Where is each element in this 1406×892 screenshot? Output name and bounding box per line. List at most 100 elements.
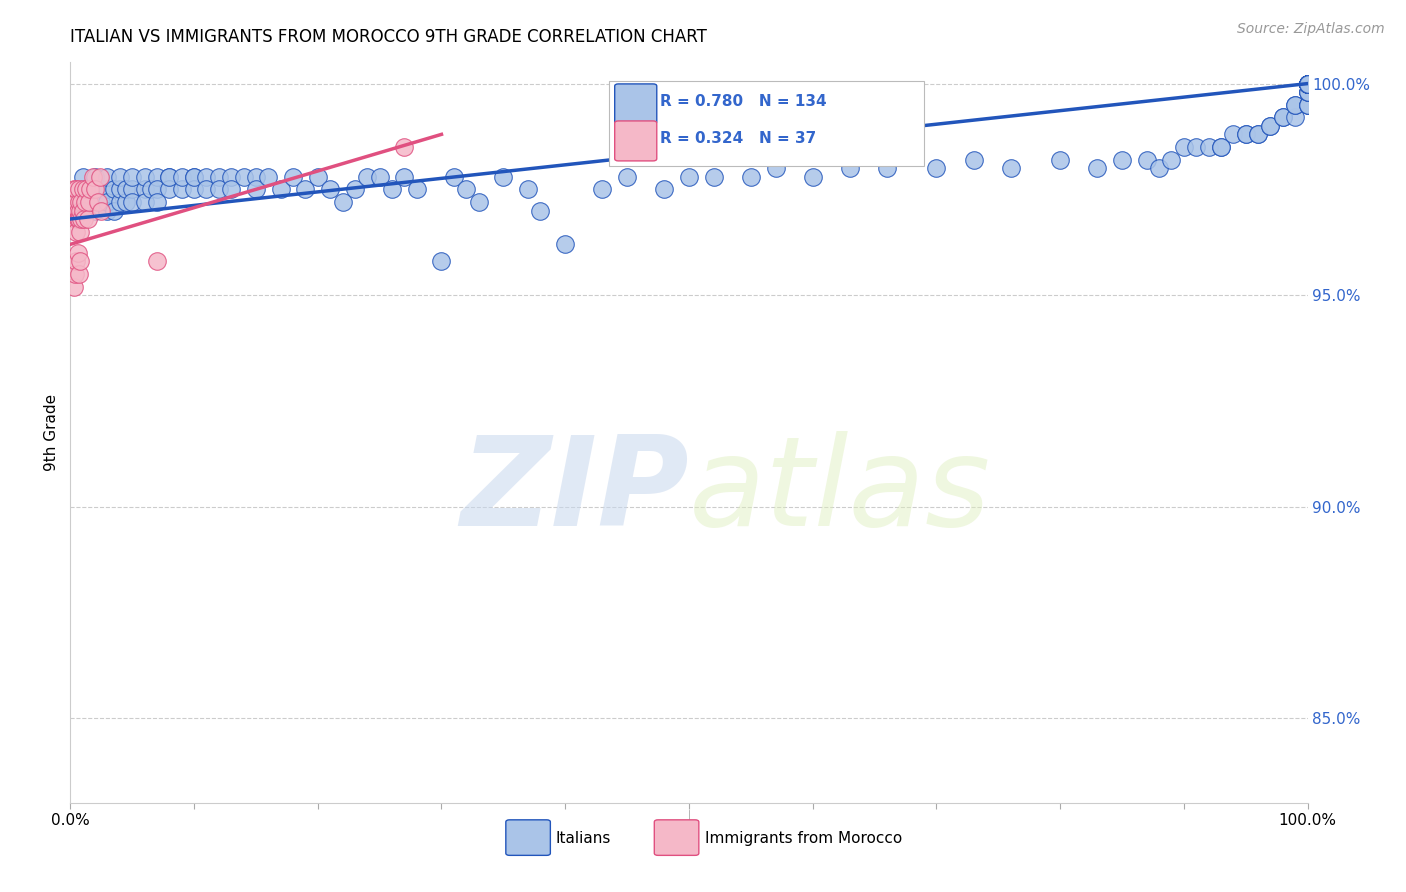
Point (115, 182, 138, 196)
Point (703, 169, 725, 184)
FancyBboxPatch shape (609, 81, 924, 166)
Point (381, 182, 404, 196)
Point (529, 203, 551, 218)
Point (146, 169, 169, 184)
Point (134, 169, 156, 184)
Point (103, 182, 125, 196)
Point (115, 195, 138, 210)
Point (72, 203, 94, 218)
Point (838, 161, 860, 176)
Point (208, 182, 231, 196)
Point (1296, 77, 1319, 91)
Point (90, 203, 112, 218)
Point (72, 169, 94, 184)
Point (1296, 97, 1319, 112)
Point (281, 169, 304, 184)
Point (394, 140, 416, 154)
Point (219, 182, 242, 196)
Point (65, 267, 87, 281)
Point (1173, 140, 1195, 154)
Point (456, 182, 478, 196)
Point (1296, 97, 1319, 112)
Point (1198, 140, 1220, 154)
Point (319, 182, 342, 196)
Point (65, 195, 87, 210)
Point (1271, 111, 1294, 125)
Point (96, 182, 118, 196)
Point (1284, 97, 1306, 112)
Point (1296, 77, 1319, 91)
Point (65, 254, 87, 268)
Point (63, 182, 86, 196)
Point (257, 169, 280, 184)
Point (67, 211, 90, 226)
Point (96, 195, 118, 210)
Point (90, 182, 112, 196)
Point (1271, 111, 1294, 125)
Point (63, 195, 86, 210)
Point (72, 203, 94, 218)
Point (1111, 153, 1133, 167)
Y-axis label: 9th Grade: 9th Grade (44, 394, 59, 471)
Point (1296, 97, 1319, 112)
Point (245, 169, 267, 184)
Point (1222, 128, 1244, 142)
Point (84, 182, 107, 196)
Point (84, 182, 107, 196)
Point (1296, 77, 1319, 91)
Point (1260, 119, 1282, 133)
Point (1296, 77, 1319, 91)
Point (1296, 77, 1319, 91)
Point (270, 182, 292, 196)
Point (1296, 77, 1319, 91)
Point (1296, 77, 1319, 91)
Point (1234, 128, 1257, 142)
Point (1049, 153, 1071, 167)
Point (65, 203, 87, 218)
Point (219, 169, 242, 184)
Point (1296, 77, 1319, 91)
Point (69, 225, 91, 239)
Point (1260, 119, 1282, 133)
Point (1296, 77, 1319, 91)
Text: R = 0.780   N = 134: R = 0.780 N = 134 (661, 95, 827, 109)
Point (108, 169, 131, 184)
Point (73, 211, 96, 226)
Point (1296, 85, 1319, 99)
Text: Italians: Italians (555, 830, 610, 846)
Point (1296, 77, 1319, 91)
Point (146, 254, 169, 268)
Point (170, 169, 193, 184)
Point (467, 195, 489, 210)
Point (1296, 77, 1319, 91)
Point (1296, 77, 1319, 91)
Point (1284, 97, 1306, 112)
Point (1296, 77, 1319, 91)
Point (765, 161, 787, 176)
Text: R = 0.324   N = 37: R = 0.324 N = 37 (661, 131, 817, 146)
Point (84, 169, 107, 184)
Point (1296, 77, 1319, 91)
Point (1234, 128, 1257, 142)
Point (72, 182, 94, 196)
Point (517, 182, 540, 196)
Point (75, 195, 97, 210)
Point (307, 169, 329, 184)
Point (70, 195, 93, 210)
Point (208, 169, 231, 184)
Point (121, 195, 143, 210)
Text: atlas: atlas (689, 432, 991, 552)
Point (77, 195, 100, 210)
Point (67, 195, 90, 210)
Point (146, 182, 169, 196)
Point (90, 195, 112, 210)
Point (1296, 77, 1319, 91)
Point (1247, 128, 1270, 142)
Point (103, 203, 125, 218)
Point (925, 161, 948, 176)
Point (554, 237, 576, 252)
Text: ITALIAN VS IMMIGRANTS FROM MOROCCO 9TH GRADE CORRELATION CHART: ITALIAN VS IMMIGRANTS FROM MOROCCO 9TH G… (70, 28, 707, 45)
Point (157, 182, 180, 196)
Point (332, 195, 354, 210)
Point (343, 182, 366, 196)
